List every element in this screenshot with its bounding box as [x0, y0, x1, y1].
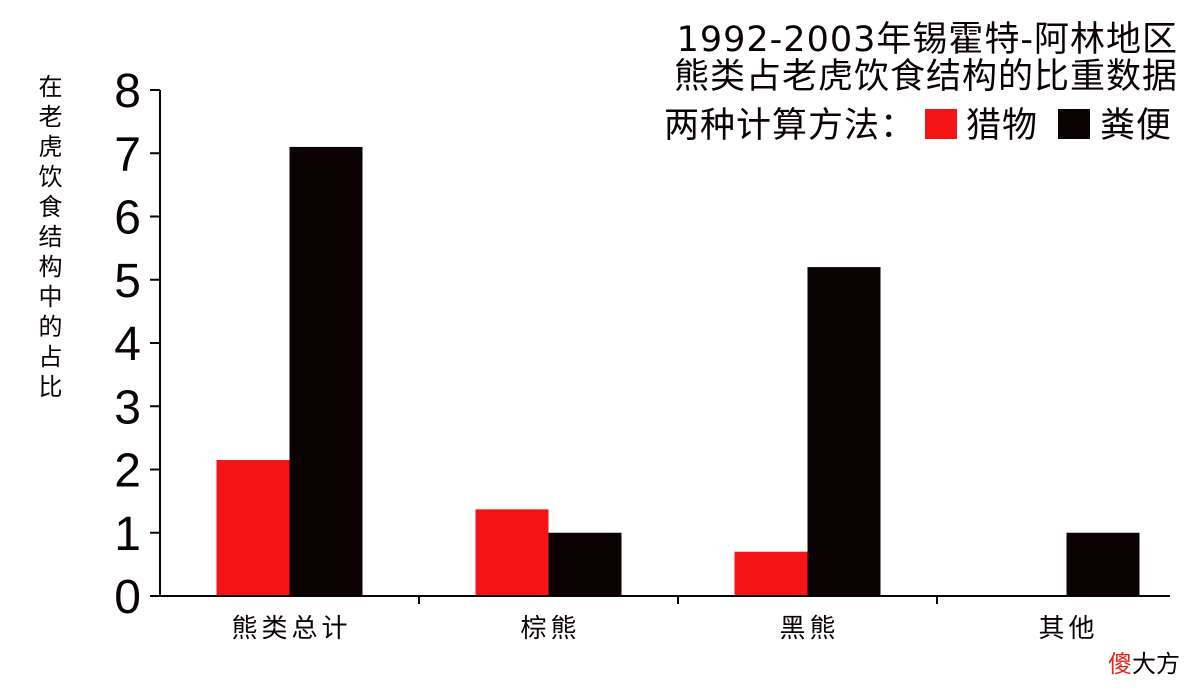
category-label-4: 其他 [1038, 614, 1098, 644]
legend-title: 两种计算方法： [664, 106, 916, 146]
y-tick-label-6: 6 [114, 192, 141, 245]
watermark-first-char: 傻 [1108, 650, 1132, 678]
bar-series-1-category-1 [216, 460, 290, 596]
y-axis-label: 在老虎饮食结构中的占比 [34, 74, 62, 404]
legend-swatch-series-2 [1058, 109, 1090, 139]
category-label-2: 棕熊 [520, 614, 580, 644]
y-tick-label-1: 1 [114, 508, 141, 561]
bar-series-2-category-1 [289, 146, 363, 597]
legend-label-series-1: 猎物 [966, 106, 1038, 146]
title-line-2: 熊类占老虎饮食结构的比重数据 [674, 57, 1178, 97]
bar-series-2-category-3 [807, 267, 881, 596]
bar-series-1-category-2 [475, 509, 549, 596]
category-label-1: 熊类总计 [231, 614, 351, 644]
legend-label-series-2: 粪便 [1100, 106, 1172, 146]
bar-series-2-category-4 [1066, 532, 1140, 596]
y-ticks-group: 0 1 2 3 4 5 6 7 8 [114, 65, 160, 624]
watermark-logo: 傻大方 [1108, 650, 1180, 678]
category-labels-group: 熊类总计 棕熊 黑熊 其他 [231, 614, 1098, 644]
bars-group [216, 146, 1140, 597]
y-tick-label-2: 2 [114, 445, 141, 498]
y-tick-label-4: 4 [114, 318, 141, 371]
legend-swatch-series-1 [925, 109, 957, 139]
x-ticks-group [418, 596, 938, 604]
y-tick-label-5: 5 [114, 255, 141, 308]
legend: 两种计算方法： 猎物 粪便 [664, 106, 1172, 146]
chart-title: 1992-2003年锡霍特-阿林地区 熊类占老虎饮食结构的比重数据 [674, 20, 1178, 97]
bar-series-1-category-3 [734, 551, 808, 596]
y-tick-label-0: 0 [114, 571, 141, 624]
y-tick-label-8: 8 [114, 65, 141, 118]
category-label-3: 黑熊 [779, 614, 839, 644]
watermark-rest: 大方 [1132, 650, 1180, 678]
bar-series-2-category-2 [548, 532, 622, 596]
y-tick-label-7: 7 [114, 128, 141, 181]
title-line-1: 1992-2003年锡霍特-阿林地区 [677, 20, 1178, 60]
y-tick-label-3: 3 [114, 381, 141, 434]
